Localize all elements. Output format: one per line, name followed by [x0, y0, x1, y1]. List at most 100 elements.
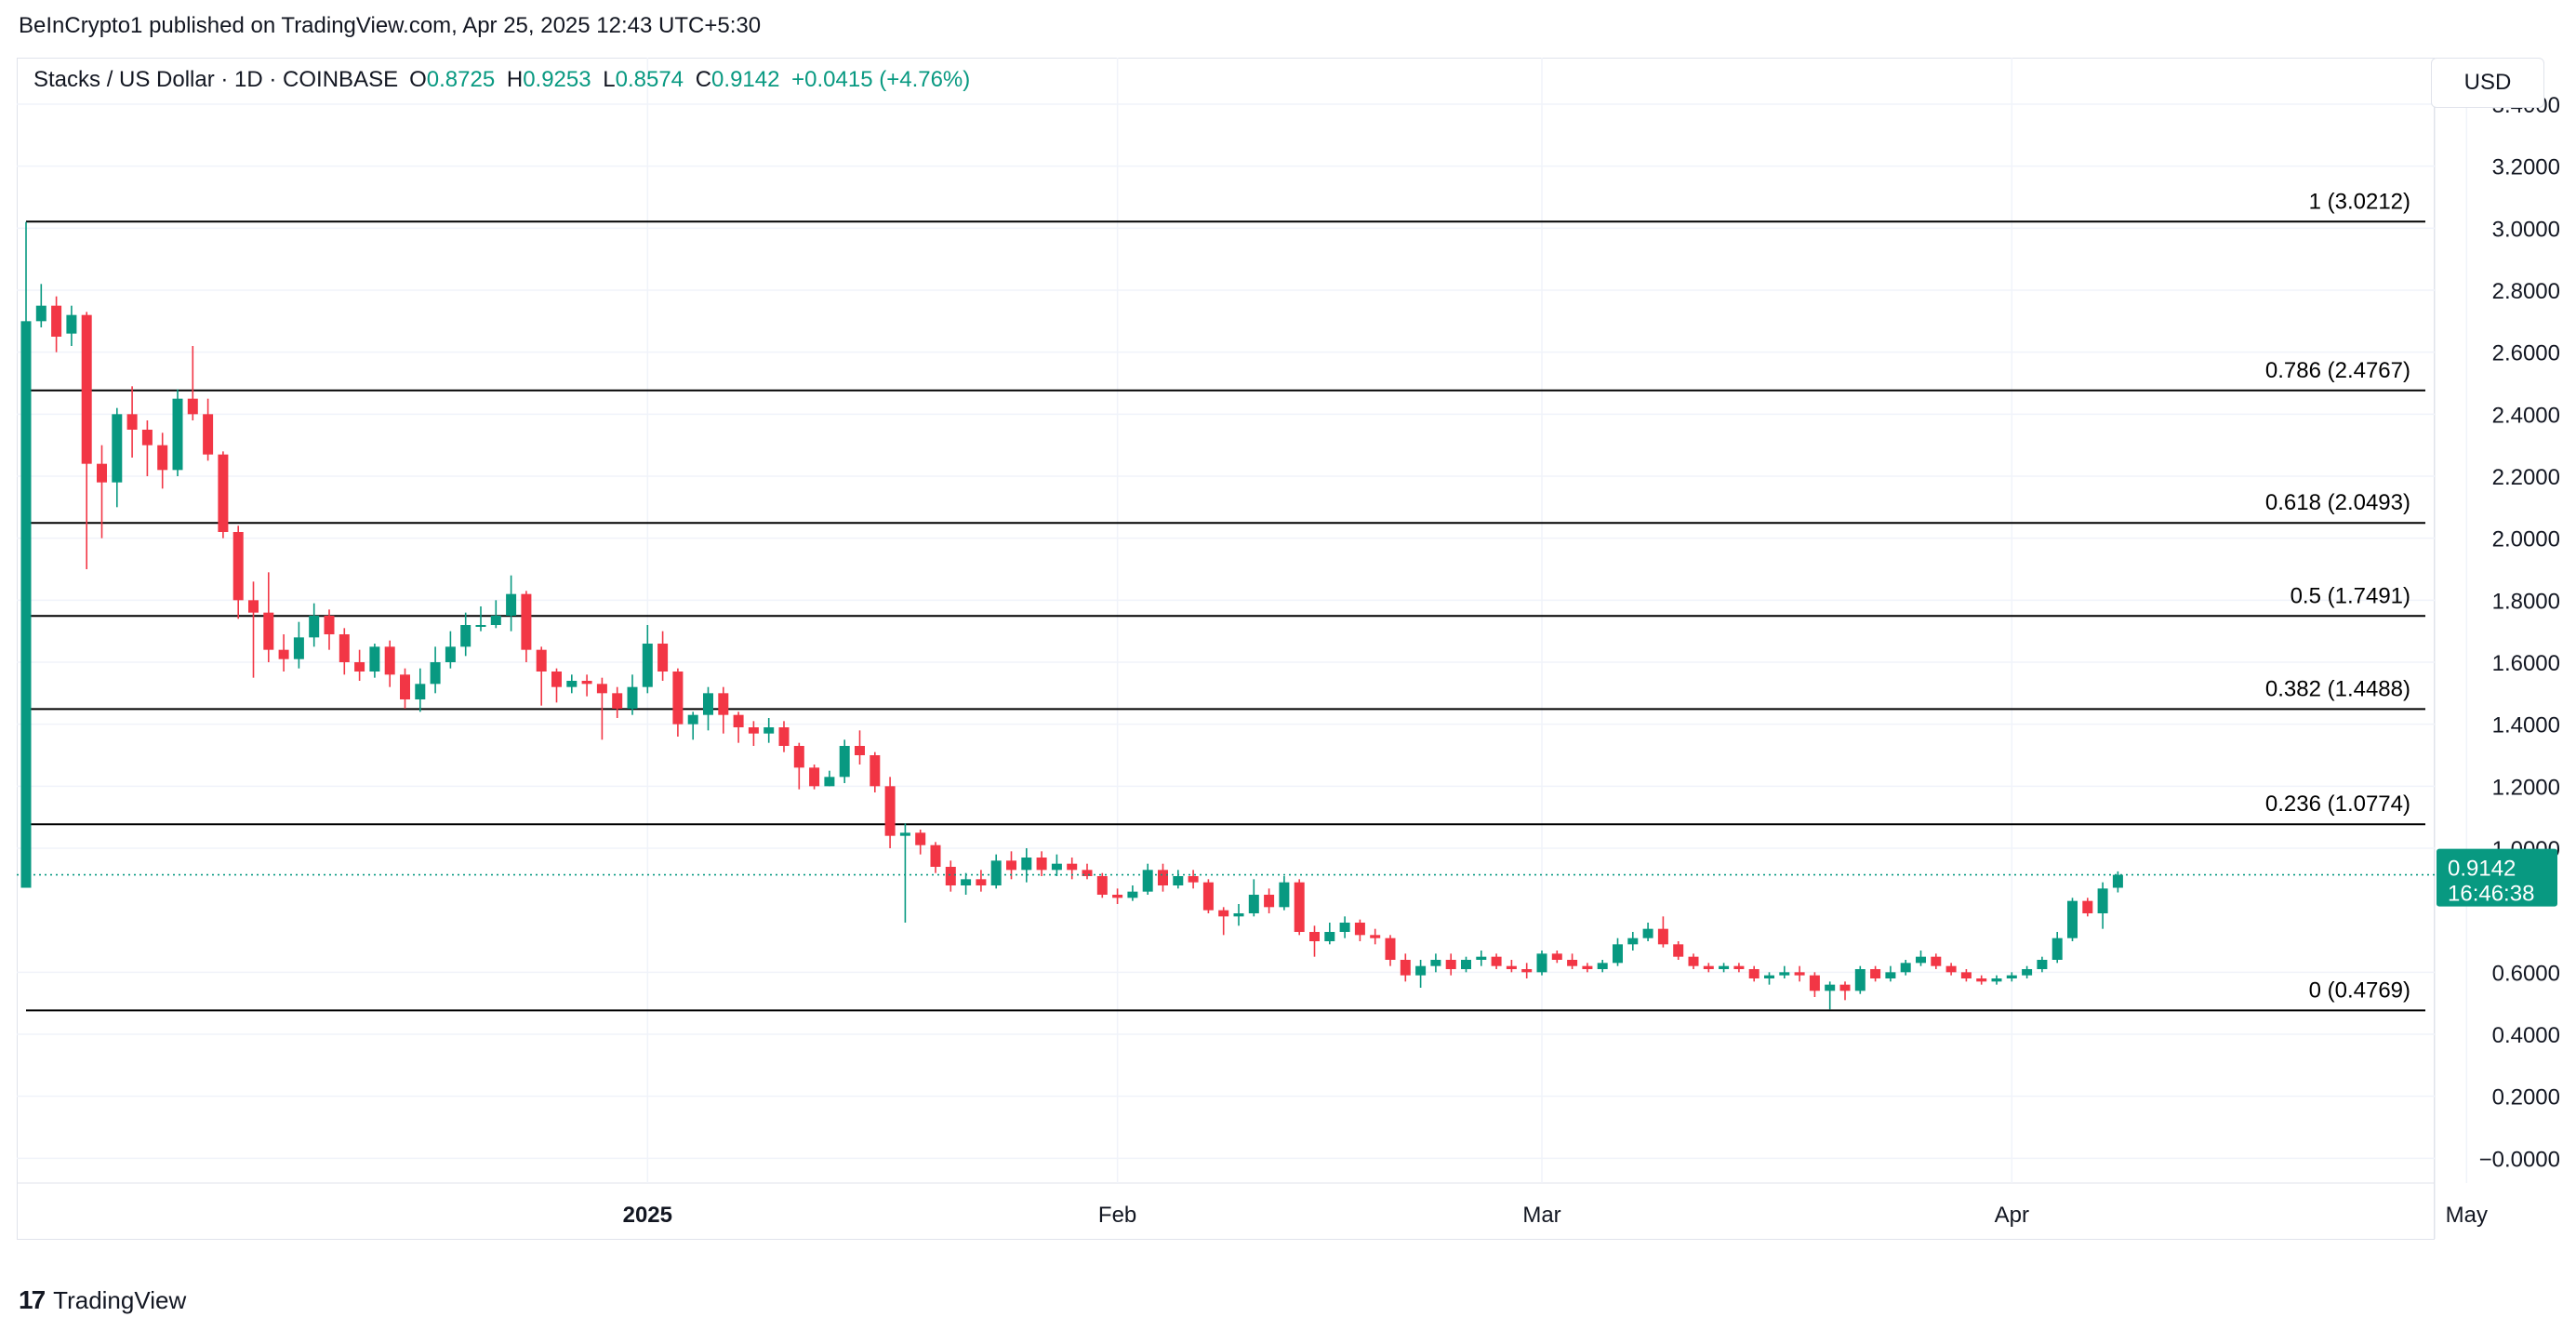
candle-body: [324, 616, 335, 634]
currency-selector[interactable]: USD: [2431, 58, 2544, 108]
candle-body: [490, 616, 501, 625]
fib-level-label: 0.786 (2.4767): [2265, 358, 2410, 383]
y-tick-label: 3.0000: [2492, 217, 2560, 242]
time-axis[interactable]: 2025 Feb Mar Apr May: [623, 1203, 2488, 1228]
candle-body: [1264, 895, 1275, 908]
candle-body: [1506, 965, 1517, 969]
last-price-badge: [2437, 848, 2557, 907]
candle-body: [475, 625, 486, 627]
candle-body: [1385, 938, 1396, 960]
currency-label: USD: [2463, 70, 2512, 95]
y-tick-label: 3.2000: [2492, 155, 2560, 180]
symbol-name: Stacks / US Dollar · 1D · COINBASE: [33, 67, 399, 92]
candle-body: [855, 746, 865, 755]
price-axis[interactable]: 3.40003.20003.00002.80002.60002.40002.20…: [2437, 93, 2560, 1172]
candle-body: [1158, 870, 1168, 885]
candle-body: [990, 860, 1002, 885]
fib-level-label: 0.618 (2.0493): [2265, 490, 2410, 515]
open-label: O: [409, 67, 427, 92]
candle-body: [263, 612, 274, 650]
candle-body: [1854, 969, 1866, 991]
candle-body: [778, 727, 790, 746]
candle-body: [1218, 910, 1229, 917]
candle-body: [354, 662, 365, 672]
candle-body: [1688, 956, 1699, 966]
candle-body: [1931, 956, 1942, 966]
candle-body: [172, 398, 183, 471]
candle-body: [1339, 923, 1350, 932]
candle-body: [870, 755, 881, 787]
candle-body: [278, 649, 289, 659]
candlestick-series: [20, 221, 2123, 1010]
candle-body: [672, 672, 684, 725]
candle-body: [1900, 963, 1911, 973]
candle-body: [2006, 975, 2017, 978]
tradingview-logo-text: TradingView: [53, 1285, 187, 1314]
candle-body: [1642, 928, 1653, 938]
candle-body: [126, 414, 138, 430]
price-chart[interactable]: 1 (3.0212) 0.786 (2.4767) 0.618 (2.0493) 0.…: [17, 58, 2576, 1267]
candle-body: [1142, 870, 1153, 892]
candle-body: [203, 414, 214, 455]
candle-body: [1202, 882, 1214, 911]
y-tick-label: 2.6000: [2492, 341, 2560, 366]
candle-body: [2082, 900, 2093, 913]
x-tick-label: Feb: [1098, 1203, 1136, 1228]
candle-body: [1764, 975, 1774, 978]
y-tick-label: 1.2000: [2492, 775, 2560, 800]
candle-body: [2022, 969, 2033, 976]
candle-body: [1051, 863, 1062, 871]
candle-body: [1748, 969, 1759, 978]
candle-body: [1991, 978, 2002, 982]
y-tick-label: 1.4000: [2492, 713, 2560, 738]
candle-body: [384, 646, 395, 675]
candle-body: [1809, 975, 1820, 991]
candle-body: [2067, 900, 2078, 938]
fib-level-label: 1 (3.0212): [2309, 189, 2410, 214]
candle-body: [1248, 895, 1259, 913]
y-tick-label: 0.4000: [2492, 1023, 2560, 1048]
candle-body: [1476, 956, 1487, 960]
candle-body: [232, 532, 244, 601]
candle-body: [430, 662, 441, 685]
candle-body: [1960, 972, 1972, 978]
candle-body: [1415, 965, 1427, 976]
candle-body: [1096, 876, 1108, 895]
candle-body: [97, 463, 107, 483]
candle-body: [2097, 888, 2108, 913]
candle-body: [1430, 960, 1441, 966]
y-tick-label: 1.6000: [2492, 651, 2560, 676]
candle-body: [248, 600, 259, 613]
candle-body: [1976, 978, 1987, 982]
candle-body: [764, 727, 775, 734]
candle-body: [536, 649, 547, 672]
candle-body: [1703, 965, 1714, 969]
candle-body: [1233, 913, 1244, 917]
candle-countdown: 16:46:38: [2448, 882, 2534, 907]
price-change: +0.0415 (+4.76%): [791, 67, 971, 92]
candle-body: [1521, 969, 1533, 973]
y-tick-label: 0.6000: [2492, 961, 2560, 986]
candle-body: [157, 445, 168, 471]
candle-body: [1491, 956, 1502, 966]
candle-body: [1112, 895, 1123, 898]
candle-body: [1825, 984, 1836, 991]
candle-body: [612, 693, 623, 709]
y-tick-label: 2.2000: [2492, 465, 2560, 490]
y-tick-label: 2.4000: [2492, 403, 2560, 428]
low-label: L: [603, 67, 616, 92]
candle-body: [1294, 882, 1305, 932]
candle-body: [1567, 960, 1578, 966]
y-tick-label: 1.8000: [2492, 589, 2560, 614]
symbol-legend[interactable]: Stacks / US Dollar · 1D · COINBASE O0.87…: [33, 67, 970, 93]
candle-body: [915, 832, 926, 845]
tradingview-logo[interactable]: 17 TradingView: [19, 1285, 186, 1315]
close-value: 0.9142: [711, 67, 780, 92]
candle-body: [218, 454, 229, 532]
candle-body: [1657, 928, 1668, 945]
candle-body: [1354, 923, 1365, 936]
candle-body: [718, 693, 729, 715]
candle-body: [1794, 972, 1805, 976]
candle-body: [1779, 972, 1790, 976]
candle-body: [976, 879, 987, 885]
